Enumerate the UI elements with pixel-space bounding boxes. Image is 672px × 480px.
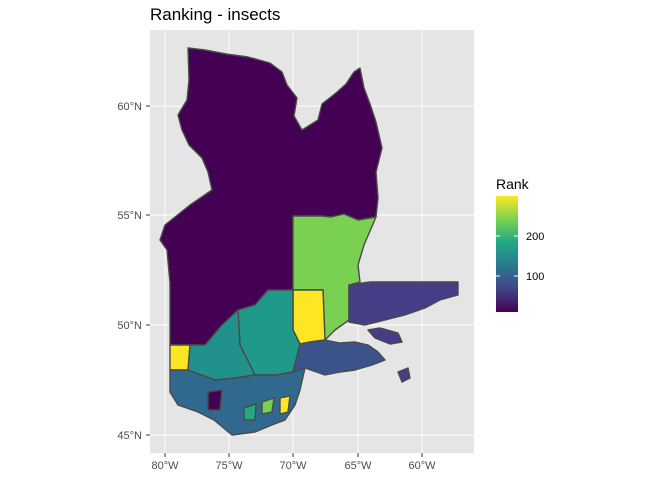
- region-west-yellow[interactable]: [169, 344, 191, 371]
- x-tick-label: 60°W: [408, 460, 436, 472]
- region-accent-green[interactable]: [261, 397, 275, 415]
- region-gaspe[interactable]: [292, 339, 386, 376]
- region-yellow-block[interactable]: [292, 289, 326, 345]
- legend-colorbar: [496, 196, 518, 312]
- legend-label: 100: [526, 271, 544, 283]
- region-accent-yellow[interactable]: [279, 395, 291, 415]
- y-tick-label: 45°N: [117, 430, 142, 442]
- region-accent-teal[interactable]: [243, 403, 257, 421]
- region-accent-dark[interactable]: [207, 389, 223, 411]
- y-axis: [146, 105, 150, 436]
- legend-label: 200: [526, 231, 544, 243]
- y-tick-label: 50°N: [117, 320, 142, 332]
- y-tick-label: 55°N: [117, 210, 142, 222]
- legend-title: Rank: [496, 176, 530, 192]
- region-magdalen[interactable]: [397, 367, 411, 383]
- x-tick-label: 75°W: [215, 460, 243, 472]
- x-tick-label: 70°W: [279, 460, 307, 472]
- region-south[interactable]: [169, 367, 306, 436]
- x-tick-label: 80°W: [151, 460, 179, 472]
- region-east-coast[interactable]: [348, 281, 459, 326]
- y-tick-label: 60°N: [117, 101, 142, 113]
- x-tick-label: 65°W: [344, 460, 372, 472]
- regions: [159, 47, 459, 436]
- x-axis: [164, 453, 423, 457]
- map-title: Ranking - insects: [150, 5, 281, 24]
- region-anticosti[interactable]: [367, 327, 403, 345]
- legend-ticks: [496, 235, 518, 277]
